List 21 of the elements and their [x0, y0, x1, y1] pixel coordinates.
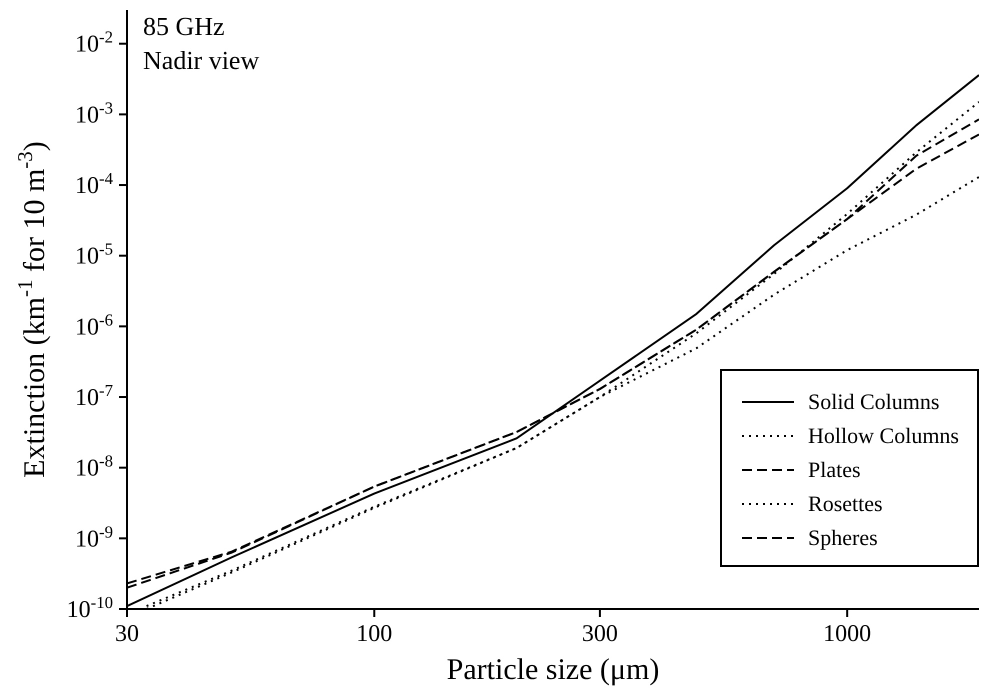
y-tick-label: 10$^{-4}$ — [75, 168, 114, 200]
y-tick-label: 10$^{-3}$ — [75, 98, 113, 128]
annotation: Nadir view — [143, 46, 260, 76]
y-tick-label: 10$^{-7}$ — [75, 380, 113, 412]
x-tick-label: 300 — [582, 621, 618, 647]
x-tick-label: 30 — [115, 621, 139, 647]
y-tick-label: 10$^{-10}$ — [66, 592, 113, 623]
x-axis-title: Particle size (μm) — [446, 653, 660, 686]
legend-label: Spheres — [808, 525, 878, 551]
y-tick-label: 10$^{-8}$ — [75, 451, 113, 482]
legend-label: Solid Columns — [808, 389, 940, 415]
y-tick-label: 10$^{-9}$ — [75, 522, 113, 552]
x-tick-label: 1000 — [823, 621, 872, 647]
annotation: 85 GHz — [143, 12, 225, 42]
legend-label: Hollow Columns — [808, 423, 959, 449]
legend-label: Plates — [808, 457, 861, 483]
x-tick-label: 100 — [356, 621, 392, 647]
legend-label: Rosettes — [808, 491, 883, 517]
y-tick-label: 10$^{-2}$ — [75, 27, 113, 58]
y-tick-label: 10$^{-5}$ — [75, 239, 113, 270]
y-tick-label: 10$^{-6}$ — [75, 310, 113, 340]
